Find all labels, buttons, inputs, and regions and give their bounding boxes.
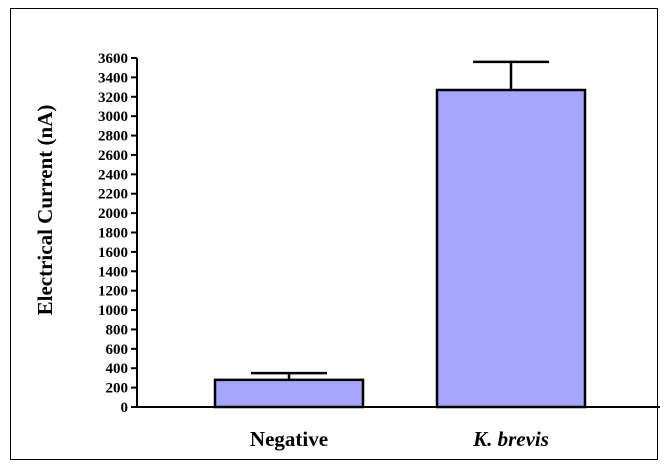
y-tick-label: 2800: [98, 129, 128, 145]
y-tick-label: 2600: [98, 148, 128, 164]
y-tick-label: 2400: [98, 167, 128, 183]
y-tick-label: 400: [106, 361, 129, 377]
x-category-label: Negative: [250, 427, 328, 451]
y-tick-label: 1400: [98, 264, 128, 280]
y-tick-label: 1600: [98, 245, 128, 261]
y-tick-label: 2000: [98, 206, 128, 222]
y-tick-label: 200: [106, 381, 129, 397]
figure-frame: [10, 8, 658, 460]
y-tick-label: 3400: [98, 70, 128, 86]
y-tick-label: 1200: [98, 284, 128, 300]
x-category-label: K. brevis: [472, 427, 549, 451]
bar: [213, 378, 365, 409]
y-tick-label: 3200: [98, 90, 128, 106]
bar: [435, 88, 587, 409]
y-tick-label: 2200: [98, 187, 128, 203]
y-axis: 0 200 400 600 800 1000 1200 1400 1600 1800 2000 220…: [98, 51, 138, 416]
y-tick-label: 0: [121, 400, 129, 416]
y-tick-label: 600: [106, 342, 129, 358]
bars: [213, 60, 587, 409]
y-axis-title: Electrical Current (nA): [33, 105, 57, 316]
y-tick-label: 1800: [98, 226, 128, 242]
y-tick-label: 3600: [98, 51, 128, 67]
x-axis: Negative K. brevis: [137, 406, 660, 451]
y-tick-label: 3000: [98, 109, 128, 125]
y-tick-label: 1000: [98, 303, 128, 319]
y-tick-label: 800: [106, 322, 129, 338]
